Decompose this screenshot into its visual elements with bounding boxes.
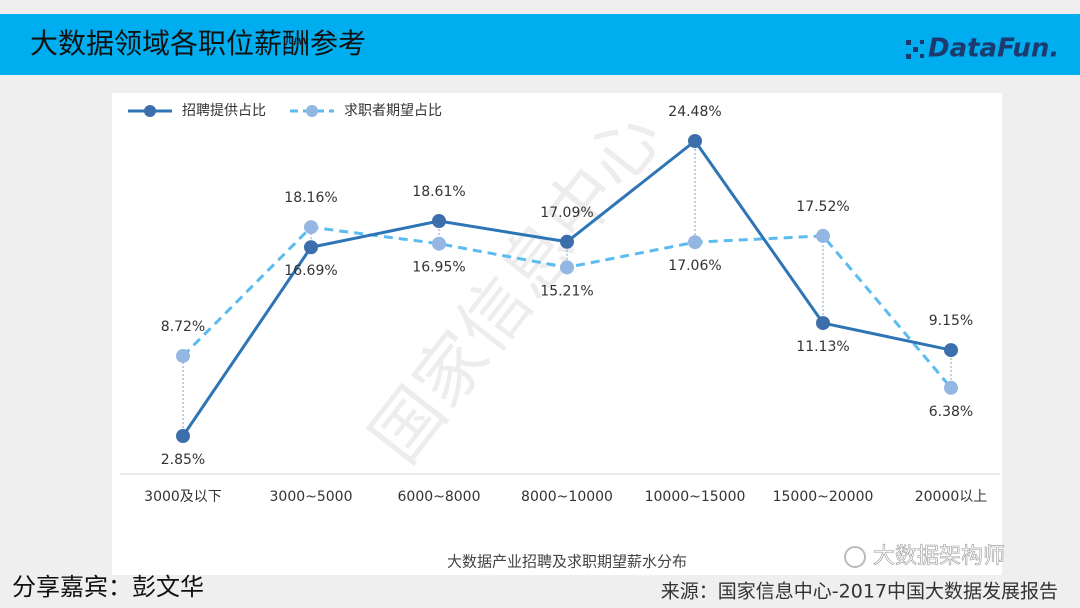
x-axis-title: 大数据产业招聘及求职期望薪水分布 [447,553,687,571]
value-label: 17.06% [668,258,721,274]
legend-marker [306,105,318,117]
point [944,343,958,358]
point [688,235,702,250]
value-label: 11.13% [796,339,849,355]
wechat-icon [844,546,866,568]
logo: DataFun. [928,34,1059,64]
value-label: 17.52% [796,199,849,215]
point [816,228,830,243]
point [176,429,190,443]
value-label: 8.72% [161,319,205,335]
slide-title: 大数据领域各职位薪酬参考 [30,27,366,60]
point [432,236,446,251]
legend-label: 求职者期望占比 [344,103,442,119]
point [944,380,958,395]
point [304,220,318,235]
plot: 3000及以下 3000~5000 6000~8000 8000~10000 10000… [128,103,987,505]
value-label: 2.85% [161,452,205,468]
source: 来源：国家信息中心-2017中国大数据发展报告 [661,581,1058,603]
account: 大数据架构师 [873,544,1005,569]
header-band [0,14,1080,75]
value-label: 16.95% [412,260,465,276]
point [816,316,830,331]
x-tick-label: 8000~10000 [521,489,613,505]
x-tick-label: 3000及以下 [144,489,222,505]
legend-marker [144,105,156,117]
value-label: 16.69% [284,263,337,279]
x-tick-label: 3000~5000 [270,489,353,505]
value-label: 9.15% [929,313,973,329]
value-label: 6.38% [929,404,973,420]
x-tick-label: 15000~20000 [773,489,874,505]
point [432,214,446,229]
value-label: 18.61% [412,184,465,200]
logo-icon [906,40,924,59]
point [304,240,318,255]
point [688,134,702,148]
value-label: 17.09% [540,205,593,221]
x-tick-label: 10000~15000 [645,489,746,505]
speaker: 分享嘉宾：彭文华 [12,573,204,601]
x-tick-label: 6000~8000 [398,489,481,505]
point [560,234,574,249]
legend-label: 招聘提供占比 [182,103,266,119]
point [176,348,190,363]
chart-panel [112,93,1002,575]
point [560,260,574,275]
x-tick-label: 20000以上 [915,489,988,505]
value-label: 15.21% [540,283,593,299]
value-label: 24.48% [668,104,721,120]
value-label: 18.16% [284,190,337,206]
